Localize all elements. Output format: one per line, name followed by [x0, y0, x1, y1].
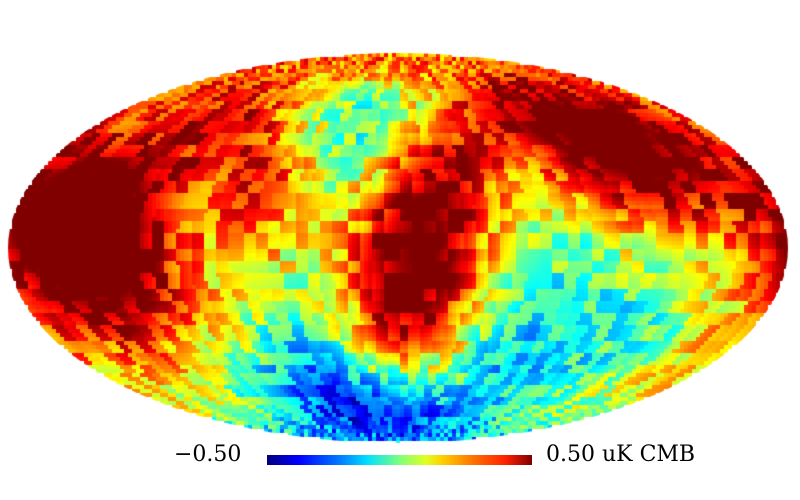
- colorbar: [267, 455, 532, 465]
- colorbar-min-label: −0.50: [174, 442, 242, 467]
- colorbar-max-label: 0.50 uK CMB: [546, 442, 696, 467]
